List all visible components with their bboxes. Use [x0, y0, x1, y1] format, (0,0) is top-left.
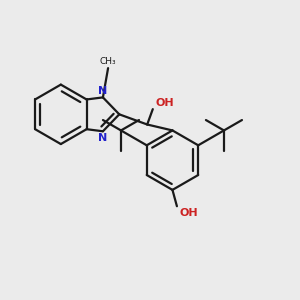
Text: CH₃: CH₃ [100, 57, 116, 66]
Text: OH: OH [180, 208, 199, 218]
Text: N: N [98, 86, 107, 96]
Text: OH: OH [155, 98, 174, 108]
Text: N: N [98, 133, 107, 143]
